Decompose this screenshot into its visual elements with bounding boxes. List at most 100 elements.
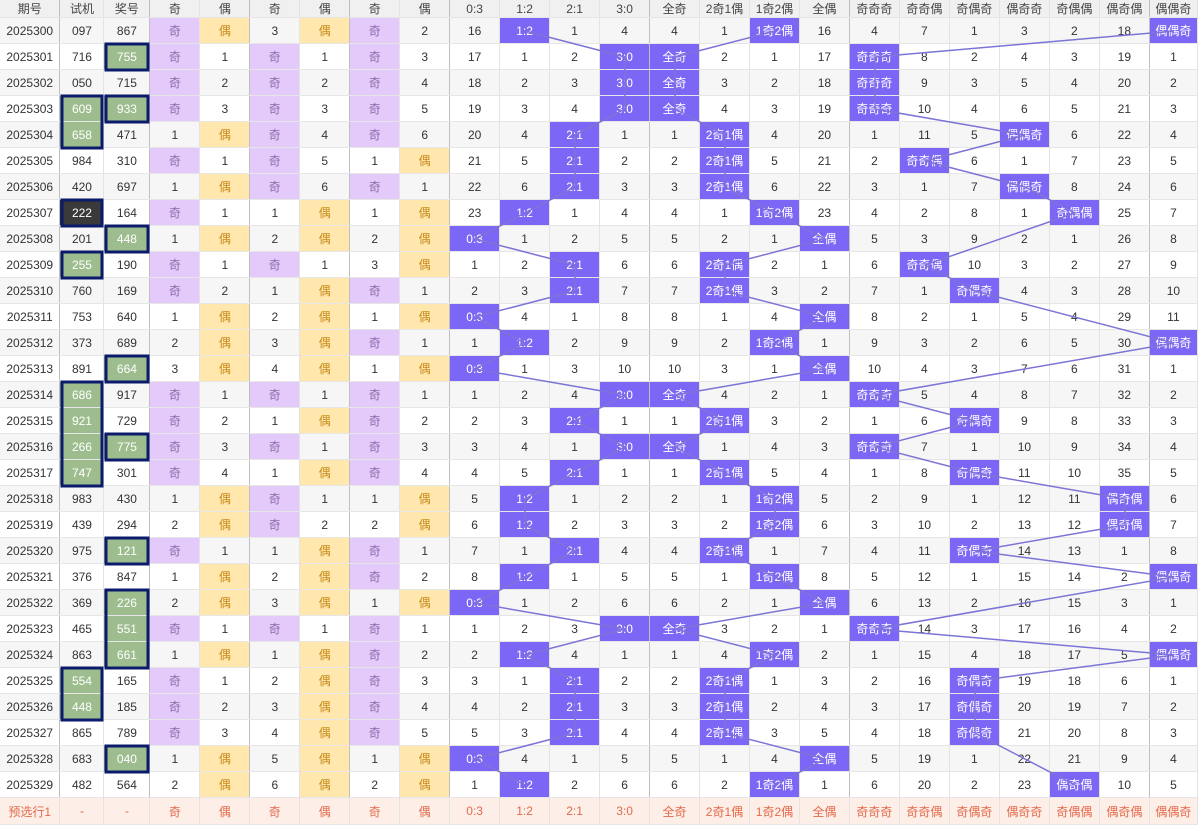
issue-number: 2025313 [0, 355, 61, 382]
preselect-cell[interactable]: 1奇2偶 [749, 797, 800, 825]
trend-cell: 偶偶奇 [1149, 17, 1198, 44]
preselect-cell[interactable]: 奇偶奇 [949, 797, 1000, 825]
draw-number: 775 [103, 433, 151, 460]
trend-cell: 18 [999, 641, 1050, 668]
header-cell: 全奇 [649, 0, 700, 18]
preselect-cell[interactable]: 偶 [199, 797, 251, 825]
trend-cell: 1 [849, 641, 900, 668]
trend-cell: 4 [449, 693, 501, 720]
preselect-cell[interactable]: 奇奇偶 [899, 797, 950, 825]
trend-cell: 奇 [349, 121, 401, 148]
trend-cell: 2 [349, 771, 401, 798]
trend-cell: 8 [1149, 537, 1198, 564]
trend-cell: 19 [449, 95, 501, 122]
trend-cell: 3 [699, 69, 750, 96]
trend-cell: 2 [649, 667, 700, 694]
trend-cell: 12 [999, 485, 1050, 512]
trend-cell: 3 [899, 225, 950, 252]
preselect-cell[interactable]: 0:3 [449, 797, 501, 825]
header-cell: 偶奇奇 [999, 0, 1050, 18]
trend-cell: 2 [749, 69, 800, 96]
issue-number: 2025302 [0, 69, 61, 96]
trend-cell: 1 [199, 43, 251, 70]
trend-cell: 5 [799, 719, 850, 746]
trial-number: 482 [59, 771, 105, 798]
trend-cell: 9 [949, 225, 1000, 252]
issue-number: 2025320 [0, 537, 61, 564]
trend-cell: 1 [549, 745, 601, 772]
trend-cell: 1奇2偶 [749, 485, 800, 512]
trend-cell: 全奇 [649, 615, 700, 642]
trend-cell: 18 [449, 69, 501, 96]
header-cell: 偶 [199, 0, 251, 18]
preselect-cell[interactable]: 偶 [299, 797, 351, 825]
preselect-cell[interactable]: 奇 [249, 797, 301, 825]
trend-cell: 3 [1049, 277, 1100, 304]
trend-cell: 偶 [399, 147, 451, 174]
trial-number: 760 [59, 277, 105, 304]
trend-cell: 32 [1099, 381, 1150, 408]
preselect-cell[interactable]: 奇奇奇 [849, 797, 900, 825]
preselect-cell[interactable]: 偶奇奇 [999, 797, 1050, 825]
trend-cell: 1奇2偶 [749, 641, 800, 668]
trend-cell: 11 [1149, 303, 1198, 330]
preselect-cell[interactable]: 奇偶偶 [1049, 797, 1100, 825]
preselect-cell[interactable]: - [59, 797, 105, 825]
trial-number: 255 [59, 251, 105, 278]
preselect-row[interactable]: 预选行1- - 奇偶奇偶奇偶 0:3 1:2 2:1 3:0 全奇 2奇1偶 1奇2偶 全偶 奇奇奇奇… [0, 797, 1198, 825]
preselect-cell[interactable]: 偶 [399, 797, 451, 825]
preselect-cell[interactable]: 全奇 [649, 797, 700, 825]
trend-cell: 5 [799, 485, 850, 512]
table-row: 2025316 266 775 奇 3 奇 1 奇 3 3 4 1 3:0 全奇 1 4 3 奇奇奇 7 1 10 9 34… [0, 433, 1198, 460]
preselect-cell[interactable]: 全偶 [799, 797, 850, 825]
trend-cell: 20 [1099, 69, 1150, 96]
trend-cell: 2奇1偶 [699, 719, 750, 746]
trend-cell: 5 [849, 745, 900, 772]
trend-cell: 3 [449, 433, 501, 460]
trend-cell: 2 [499, 615, 551, 642]
preselect-cell[interactable]: - [103, 797, 151, 825]
trend-cell: 6 [249, 771, 301, 798]
trend-cell: 奇 [149, 667, 201, 694]
trend-cell: 17 [899, 693, 950, 720]
trend-cell: 5 [599, 745, 651, 772]
trend-cell: 4 [1049, 69, 1100, 96]
table-row: 2025329 482 564 2 偶 6 偶 2 偶 1 1:2 2 6 6 2 1奇2偶 1 6 20 2 23 偶奇… [0, 771, 1198, 798]
trend-cell: 1 [449, 251, 501, 278]
preselect-cell[interactable]: 2:1 [549, 797, 601, 825]
trend-cell: 2 [699, 589, 750, 616]
trend-cell: 1 [149, 225, 201, 252]
trend-cell: 2 [849, 485, 900, 512]
trend-cell: 9 [1149, 251, 1198, 278]
trend-cell: 1 [699, 433, 750, 460]
trend-cell: 5 [649, 745, 700, 772]
trend-cell: 偶 [199, 589, 251, 616]
header-cell[interactable]: 期号 [0, 0, 61, 18]
table-row: 2025317 747 301 奇 4 1 偶奇 4 4 5 2:1 1 1 2奇1偶 5 4 1 8 奇偶奇 11 1… [0, 459, 1198, 486]
trend-cell: 5 [999, 69, 1050, 96]
preselect-cell[interactable]: 奇 [349, 797, 401, 825]
trend-cell: 1 [799, 381, 850, 408]
trend-cell: 3 [199, 95, 251, 122]
trend-cell: 6 [1149, 173, 1198, 200]
preselect-cell[interactable]: 偶偶奇 [1149, 797, 1198, 825]
trend-cell: 3 [649, 693, 700, 720]
preselect-cell[interactable]: 2奇1偶 [699, 797, 750, 825]
trend-cell: 3:0 [599, 381, 651, 408]
preselect-cell[interactable]: 1:2 [499, 797, 551, 825]
trend-cell: 全奇 [649, 95, 700, 122]
trend-cell: 1:2 [499, 329, 551, 356]
preselect-cell[interactable]: 3:0 [599, 797, 651, 825]
preselect-cell[interactable]: 奇 [149, 797, 201, 825]
preselect-cell[interactable]: 偶奇偶 [1099, 797, 1150, 825]
draw-number: 789 [103, 719, 151, 746]
trend-cell: 偶 [399, 745, 451, 772]
trend-cell: 3:0 [599, 95, 651, 122]
trend-cell: 1奇2偶 [749, 199, 800, 226]
trend-cell: 偶奇偶 [1099, 511, 1150, 538]
table-row: 2025300 097 867 奇偶 3 偶奇 2 16 1:2 1 4 4 1 1奇2偶 16 4 7 1 3 2 1… [0, 17, 1198, 44]
trend-cell: 2 [1149, 381, 1198, 408]
preselect-cell[interactable]: 预选行1 [0, 797, 61, 825]
trend-cell: 偶 [399, 251, 451, 278]
trend-cell: 1:2 [499, 641, 551, 668]
